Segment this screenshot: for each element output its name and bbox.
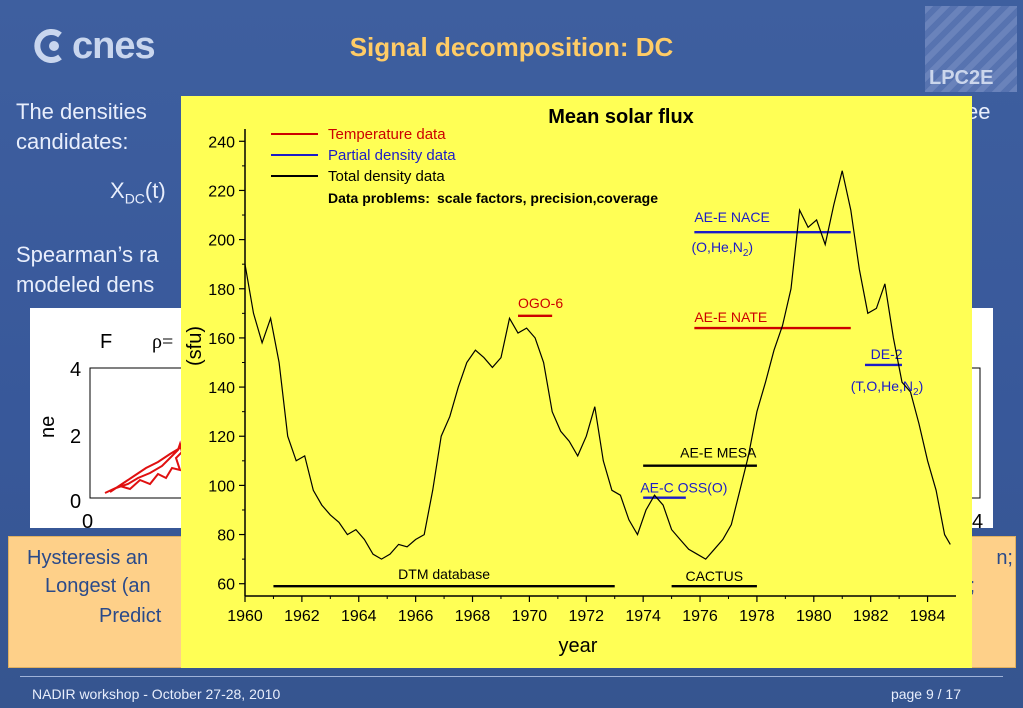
body-text-line5: modeled dens: [16, 272, 155, 297]
annotation-label-0: OGO-6: [518, 295, 563, 311]
x-tick-label-1966: 1966: [398, 608, 434, 625]
scatter-xtick-right: 4: [972, 511, 983, 528]
x-tick-label-1972: 1972: [568, 608, 604, 625]
x-tick-label-1960: 1960: [227, 608, 263, 625]
annotation-close-5: ): [919, 378, 924, 394]
cnes-swirl-icon: [34, 29, 62, 63]
annotation-label-9: CACTUS: [685, 568, 743, 584]
scatter-xtick-left: 0: [82, 511, 93, 528]
x-axis-label: year: [559, 635, 598, 657]
annotation-label-4: DE-2: [871, 346, 903, 362]
legend-label-2: Total density data: [328, 168, 445, 185]
chart-title: Mean solar flux: [548, 106, 694, 128]
x-tick-label-1970: 1970: [512, 608, 548, 625]
legend-label-1: Partial density data: [328, 147, 456, 164]
solar-flux-svg: Mean solar flux year (sfu) 60 80 100 120 140…: [184, 106, 956, 657]
flux-series-line-0: [244, 170, 951, 560]
scatter-label-rho: ρ=: [152, 331, 173, 353]
x-tick-label-1978: 1978: [739, 608, 775, 625]
body-text-line1: The densities: [16, 99, 147, 124]
annotation-sub-5: 2: [913, 387, 919, 398]
annotation-label-3: AE-E NATE: [694, 309, 767, 325]
summary-line2-end: ;: [969, 575, 975, 597]
scatter-ytick-2: 2: [70, 426, 81, 448]
y-axis-label: (sfu): [184, 326, 206, 366]
formula-sub: DC: [124, 190, 145, 207]
footer-divider: [20, 676, 1003, 677]
scatter-ytick-0: 0: [70, 491, 81, 513]
y-tick-label-140: 140: [208, 380, 235, 397]
x-tick-label-1976: 1976: [682, 608, 718, 625]
y-tick-label-220: 220: [208, 183, 235, 200]
y-tick-label-80: 80: [217, 528, 235, 545]
annotation-label-2: (O,He,N2): [692, 239, 754, 259]
slide-title: Signal decomposition: DC: [349, 32, 674, 62]
lpc2e-logo-text: LPC2E: [929, 67, 994, 89]
x-tick-label-1980: 1980: [796, 608, 832, 625]
formula-xdc: XDC(t): [110, 176, 166, 213]
y-tick-label-180: 180: [208, 282, 235, 299]
footer-left-text: NADIR workshop - October 27-28, 2010: [32, 686, 281, 702]
x-tick-label-1982: 1982: [853, 608, 889, 625]
body-text-line2: candidates:: [16, 129, 129, 154]
y-tick-label-200: 200: [208, 233, 235, 250]
cnes-logo: cnes: [30, 24, 156, 67]
annotation-label-5: (T,O,He,N2): [851, 378, 923, 398]
scatter-ytick-4: 4: [70, 359, 81, 381]
formula-t: (t): [144, 178, 166, 203]
lpc2e-logo: LPC2E: [925, 6, 1017, 92]
scatter-series: [104, 440, 184, 494]
footer: NADIR workshop - October 27-28, 2010 pag…: [0, 672, 1023, 708]
x-tick-label-1964: 1964: [341, 608, 377, 625]
summary-line2: Longest (an: [45, 575, 151, 597]
formula-x: X: [110, 178, 125, 203]
y-tick-label-100: 100: [208, 478, 235, 495]
annotation-sub-2: 2: [743, 248, 749, 259]
annotation-label-7: AE-C OSS(O): [640, 480, 727, 496]
scatter-ylabel: ne: [37, 416, 59, 438]
x-tick-label-1968: 1968: [455, 608, 491, 625]
page-number: page 9 / 17: [890, 686, 961, 702]
legend-note-bold: Data problems:: [328, 190, 430, 206]
scatter-label-f: F: [100, 331, 112, 353]
y-tick-label-120: 120: [208, 429, 235, 446]
annotation-label-1: AE-E NACE: [694, 209, 769, 225]
annotation-close-2: ): [748, 239, 753, 255]
cnes-logo-text: cnes: [72, 24, 156, 67]
x-tick-label-1974: 1974: [625, 608, 661, 625]
body-text-line4: Spearman’s ra: [16, 242, 159, 267]
solar-flux-chart: Mean solar flux year (sfu) 60 80 100 120 140…: [181, 96, 972, 668]
summary-line1-end: n;: [996, 547, 1013, 569]
x-tick-label-1962: 1962: [284, 608, 320, 625]
annotation-label-6: AE-E MESA: [680, 445, 757, 461]
legend-label-0: Temperature data: [328, 126, 446, 143]
summary-line1: Hysteresis an: [27, 547, 149, 569]
x-tick-label-1984: 1984: [910, 608, 946, 625]
summary-line3: Predict: [99, 605, 162, 627]
y-tick-label-60: 60: [217, 577, 235, 594]
y-tick-label-240: 240: [208, 134, 235, 151]
annotation-label-8: DTM database: [398, 566, 490, 582]
y-tick-label-160: 160: [208, 331, 235, 348]
legend-note-rest: scale factors, precision,coverage: [437, 190, 658, 206]
